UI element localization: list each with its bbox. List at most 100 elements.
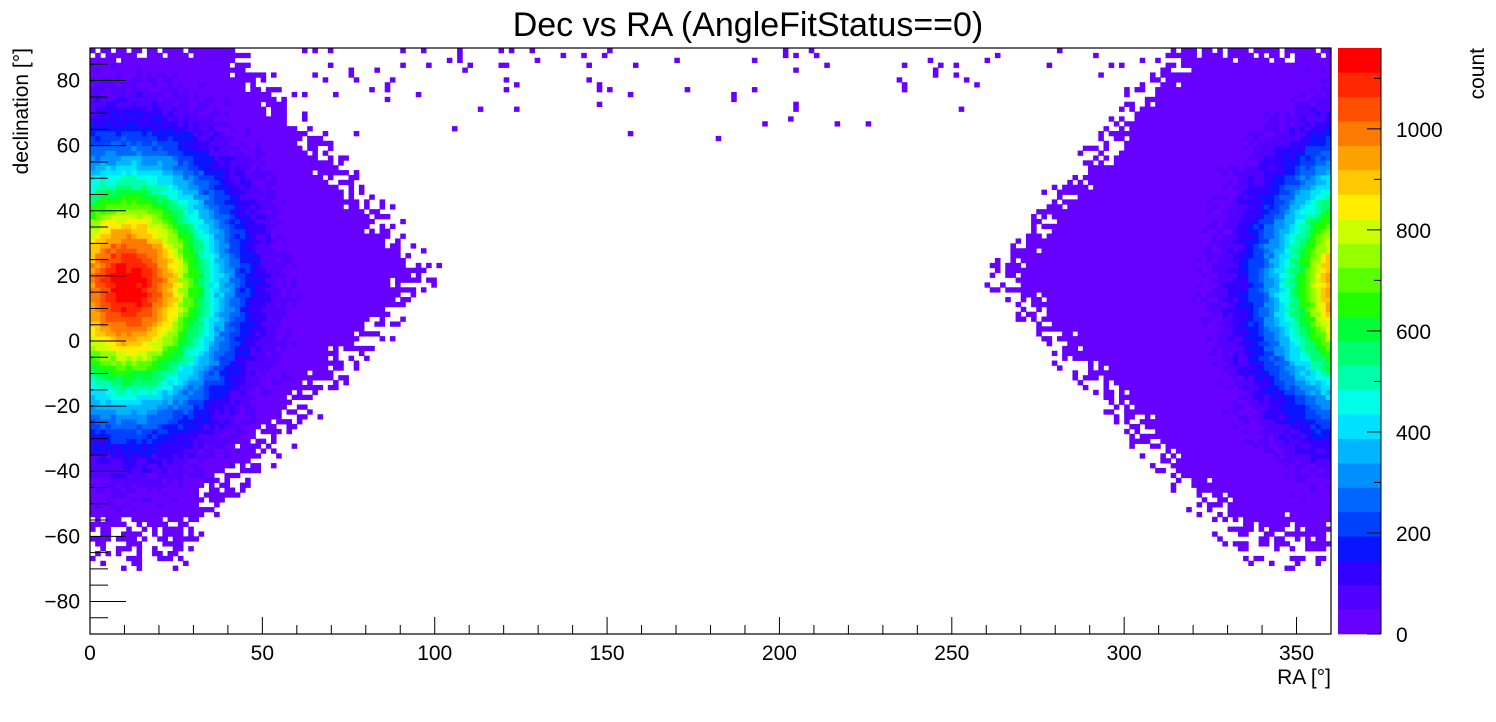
heatmap-cell [131,443,137,449]
heatmap-cell [1077,150,1084,156]
heatmap-cell [172,482,179,488]
heatmap-cell [1041,248,1047,254]
heatmap-cell [157,414,163,420]
heatmap-cell [198,233,205,239]
heatmap-cell [141,199,148,205]
heatmap-cell [95,52,101,59]
heatmap-cell [115,287,122,293]
heatmap-cell [121,96,127,103]
heatmap-cell [405,297,411,303]
heatmap-cell [141,536,148,542]
heatmap-cell [265,262,272,269]
heatmap-cell [183,380,189,386]
heatmap-cell [146,160,153,166]
heatmap-cell [136,565,143,571]
heatmap-cell [188,179,194,186]
heatmap-cell [157,101,163,107]
heatmap-cell [1093,292,1099,298]
heatmap-cell [183,91,189,98]
heatmap-cell [896,77,903,83]
heatmap-cell [307,218,313,225]
heatmap-cell [1046,238,1053,244]
heatmap-cell [193,116,199,122]
heatmap-cell [131,57,137,64]
heatmap-cell [250,272,256,278]
heatmap-cell [115,150,122,156]
heatmap-cell [141,321,148,327]
heatmap-cell [183,292,189,298]
heatmap-cell [291,336,298,342]
heatmap-cell [105,550,112,557]
heatmap-cell [245,438,251,444]
heatmap-cell [188,57,194,64]
heatmap-cell [234,321,241,327]
heatmap-cell [239,106,246,112]
heatmap-cell [95,82,101,88]
heatmap-cell [188,424,194,430]
heatmap-cell [1077,267,1084,274]
heatmap-cell [115,550,122,557]
heatmap-cell [1098,184,1104,191]
heatmap-cell [214,243,220,249]
heatmap-cell [126,443,132,449]
heatmap-cell [110,502,117,508]
heatmap-cell [270,297,277,303]
heatmap-cell [255,438,262,444]
heatmap-cell [172,311,179,317]
heatmap-cell [115,482,122,488]
heatmap-cell [276,233,282,239]
heatmap-cell [994,257,1001,264]
heatmap-cell [162,467,168,474]
heatmap-cell [198,477,205,484]
heatmap-cell [188,155,194,161]
heatmap-cell [146,62,153,68]
heatmap-cell [1077,248,1084,254]
heatmap-cell [131,77,137,83]
heatmap-cell [162,365,168,371]
heatmap-cell [239,121,246,127]
heatmap-cell [131,106,137,112]
heatmap-cell [229,170,236,176]
heatmap-cell [167,311,174,317]
heatmap-cell [1067,272,1073,278]
heatmap-cell [395,257,401,264]
heatmap-cell [239,433,246,440]
heatmap-cell [229,453,236,459]
heatmap-cell [203,214,210,220]
heatmap-cell [1015,287,1022,293]
heatmap-cell [115,316,122,322]
heatmap-cell [177,48,184,54]
heatmap-cell [208,472,215,479]
heatmap-cell [126,101,132,107]
heatmap-cell [1062,253,1068,259]
heatmap-cell [214,433,220,440]
heatmap-cell [338,297,344,303]
heatmap-cell [369,331,375,337]
heatmap-cell [136,82,143,88]
heatmap-cell [141,282,148,288]
heatmap-cell [131,438,137,444]
heatmap-cell [141,438,148,444]
heatmap-cell [312,199,318,205]
heatmap-cell [1093,243,1099,249]
heatmap-cell [136,253,143,259]
heatmap-cell [203,438,210,444]
heatmap-cell [224,214,231,220]
heatmap-cell [172,438,179,444]
heatmap-cell [281,204,287,210]
heatmap-cell [198,214,205,220]
heatmap-cell [152,282,158,288]
heatmap-cell [126,253,132,259]
heatmap-cell [239,170,246,176]
heatmap-cell [105,521,112,527]
heatmap-cell [1072,326,1079,332]
heatmap-cell [260,238,267,244]
heatmap-cell [126,170,132,176]
heatmap-cell [126,282,132,288]
heatmap-cell [198,394,205,400]
heatmap-cell [234,228,241,234]
heatmap-cell [110,492,117,498]
heatmap-cell [193,472,199,479]
heatmap-cell [1093,282,1099,288]
heatmap-cell [1082,311,1089,317]
